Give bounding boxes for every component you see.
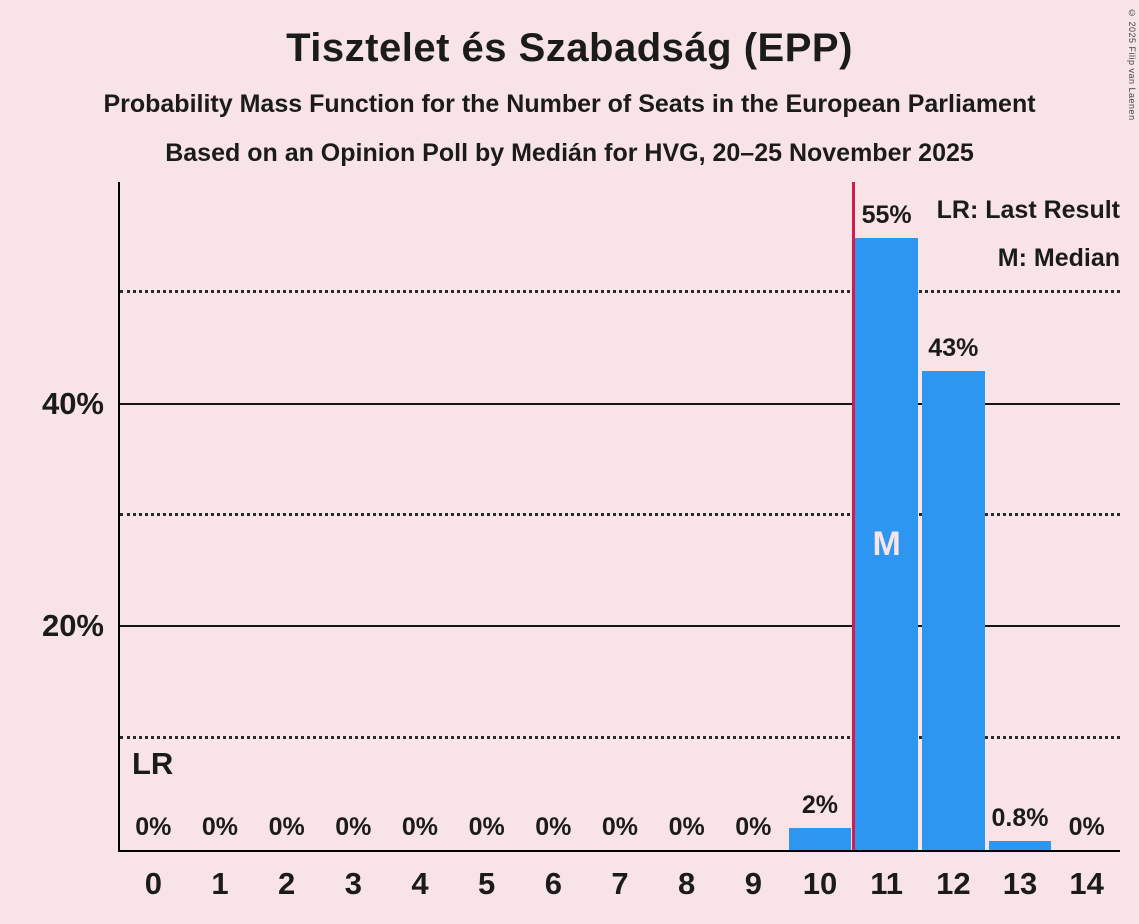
bar-value-label: 0.8% <box>991 804 1049 833</box>
bar-value-label: 0% <box>735 813 772 841</box>
bar-value-label: 0% <box>401 813 439 841</box>
bar-value-label: 0% <box>268 813 305 841</box>
bar-value-label: 0% <box>668 813 705 841</box>
median-marker: M <box>872 524 901 563</box>
bar-value-label: 0% <box>201 813 239 841</box>
gridline-dotted <box>120 290 1120 294</box>
bar-value-label: 0% <box>601 813 639 841</box>
bar-value-label: 0% <box>535 813 572 841</box>
legend-median: M: Median <box>997 244 1120 272</box>
x-axis-labels: 0 1 2 3 4 5 6 7 8 9 10 11 12 13 14 <box>120 866 1120 916</box>
copyright-note: © 2025 Filip van Laenen <box>1127 8 1137 121</box>
bar-value-label: 0% <box>135 813 172 841</box>
last-result-label: LR <box>132 746 174 781</box>
chart-title: Tisztelet és Szabadság (EPP) <box>286 26 853 70</box>
x-tick-label: 5 <box>478 866 496 901</box>
x-tick-label: 13 <box>1002 866 1038 901</box>
x-tick-label: 2 <box>278 866 296 901</box>
x-tick-label: 11 <box>870 866 904 901</box>
y-tick-label: 40% <box>41 385 104 421</box>
gridline-solid <box>120 625 1120 628</box>
x-tick-label: 12 <box>936 866 971 901</box>
chart-subtitle: Probability Mass Function for the Number… <box>103 90 1036 118</box>
bar <box>788 827 852 850</box>
y-axis-labels: 20% 40% <box>0 182 104 852</box>
x-tick-label: 10 <box>802 866 838 901</box>
chart-legend: LR: Last Result M: Median <box>937 186 1120 282</box>
x-tick-label: 0 <box>144 866 162 901</box>
x-tick-label: 14 <box>1069 866 1104 901</box>
bar <box>855 237 918 850</box>
plot-area: LR 0% 0% 0% 0% 0% 0% 0% 0% 0% 0% 2% 55% 43% 0.8% 0% M <box>118 182 1120 852</box>
gridline-dotted <box>120 513 1120 516</box>
x-tick-label: 3 <box>344 866 362 901</box>
bar-value-label: 0% <box>1068 813 1105 841</box>
last-result-line <box>851 182 855 850</box>
x-tick-label: 7 <box>611 866 629 901</box>
bar-value-label: 43% <box>928 334 979 363</box>
bar-value-label: 55% <box>861 200 912 229</box>
x-tick-label: 8 <box>678 866 696 901</box>
legend-last-result: LR: Last Result <box>936 196 1120 224</box>
x-tick-label: 6 <box>544 866 562 901</box>
x-tick-label: 1 <box>211 866 229 901</box>
gridline-dotted <box>120 735 1120 739</box>
bar-value-label: 0% <box>335 813 372 841</box>
x-tick-label: 9 <box>744 866 762 901</box>
chart-poll-source: Based on an Opinion Poll by Medián for H… <box>165 139 974 167</box>
bar <box>922 371 985 850</box>
bar <box>988 841 1052 850</box>
y-tick-label: 20% <box>41 608 104 644</box>
bar-value-label: 2% <box>801 790 839 819</box>
gridline-solid <box>120 402 1120 405</box>
bar-value-label: 0% <box>468 813 505 841</box>
x-tick-label: 4 <box>411 866 429 901</box>
